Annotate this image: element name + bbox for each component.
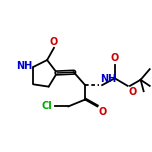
Text: O: O xyxy=(50,37,58,47)
Text: NH: NH xyxy=(100,74,116,84)
Text: O: O xyxy=(99,107,107,117)
Text: NH: NH xyxy=(16,61,32,71)
Text: O: O xyxy=(128,87,137,97)
Text: O: O xyxy=(111,53,119,63)
Text: Cl: Cl xyxy=(42,101,52,111)
